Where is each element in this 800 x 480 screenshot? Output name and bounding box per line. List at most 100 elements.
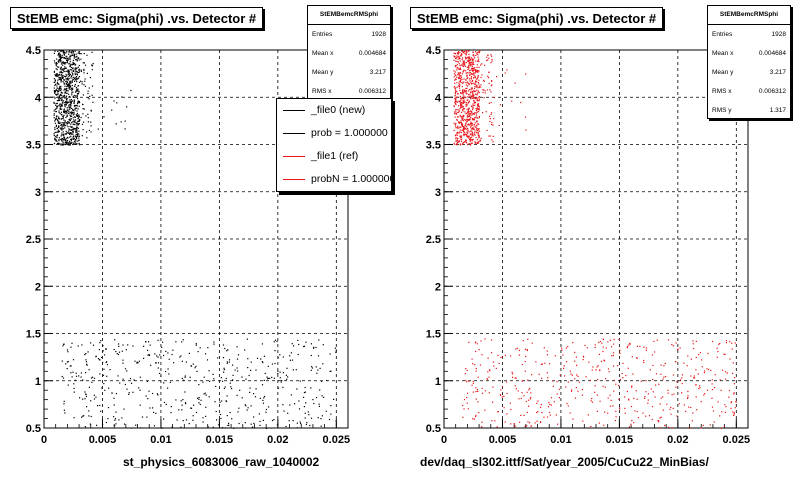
scatter-point — [462, 128, 464, 130]
scatter-point — [472, 418, 474, 420]
scatter-point — [62, 123, 64, 125]
scatter-point — [470, 78, 473, 80]
scatter-point — [121, 350, 123, 352]
scatter-point — [59, 58, 62, 61]
scatter-point — [152, 392, 154, 395]
scatter-point — [54, 74, 56, 76]
scatter-point — [226, 350, 228, 352]
scatter-point — [722, 369, 724, 371]
scatter-point — [615, 383, 617, 385]
scatter-point — [90, 109, 92, 111]
scatter-point — [462, 71, 464, 73]
scatter-point — [152, 407, 154, 409]
scatter-point — [472, 382, 474, 384]
scatter-point — [607, 341, 609, 343]
scatter-point — [62, 77, 64, 79]
scatter-point — [237, 354, 240, 356]
scatter-point — [491, 80, 493, 82]
scatter-point — [60, 99, 62, 101]
scatter-point — [471, 88, 473, 90]
scatter-point — [92, 101, 94, 103]
scatter-point — [597, 365, 599, 367]
x-tick-label: 0.025 — [323, 434, 351, 446]
scatter-point — [62, 377, 65, 379]
scatter-point — [476, 52, 478, 54]
scatter-point — [57, 121, 59, 123]
scatter-point — [90, 400, 92, 402]
scatter-point — [66, 349, 69, 351]
scatter-point — [76, 78, 78, 80]
scatter-point — [53, 114, 55, 116]
scatter-point — [477, 103, 480, 105]
scatter-point — [724, 404, 726, 406]
scatter-point — [477, 103, 479, 105]
scatter-point — [470, 143, 472, 145]
scatter-point — [465, 70, 467, 72]
scatter-point — [728, 396, 730, 398]
scatter-point — [476, 117, 478, 119]
scatter-point — [115, 423, 117, 425]
scatter-point — [67, 58, 69, 60]
scatter-point — [462, 100, 464, 102]
scatter-point — [453, 122, 455, 124]
scatter-point — [61, 104, 63, 106]
scatter-point — [475, 391, 477, 393]
scatter-point — [720, 389, 722, 391]
scatter-point — [466, 81, 468, 83]
scatter-point — [73, 102, 76, 104]
scatter-point — [228, 359, 231, 361]
scatter-point — [75, 91, 77, 93]
scatter-point — [60, 73, 63, 75]
scatter-point — [553, 401, 555, 403]
scatter-point — [60, 71, 63, 73]
scatter-point — [481, 63, 483, 65]
scatter-point — [473, 97, 475, 100]
scatter-point — [538, 373, 540, 375]
scatter-point — [491, 352, 493, 354]
scatter-point — [468, 108, 470, 110]
scatter-point — [478, 140, 480, 143]
scatter-point — [462, 117, 464, 119]
y-tick-label: 1 — [35, 376, 41, 388]
scatter-point — [454, 74, 456, 76]
scatter-point — [472, 106, 474, 108]
scatter-point — [571, 389, 573, 391]
scatter-point — [476, 114, 478, 116]
scatter-point — [463, 91, 465, 93]
stats-value: 0.004684 — [758, 50, 786, 57]
scatter-point — [660, 373, 662, 375]
scatter-point — [65, 132, 68, 134]
scatter-point — [89, 77, 91, 79]
scatter-point — [456, 119, 458, 121]
scatter-point — [73, 94, 75, 97]
scatter-point — [468, 60, 470, 62]
scatter-point — [511, 100, 513, 102]
scatter-point — [455, 57, 457, 59]
scatter-point — [478, 105, 480, 107]
scatter-point — [469, 72, 471, 74]
scatter-point — [458, 77, 460, 80]
scatter-point — [64, 104, 66, 106]
scatter-point — [587, 414, 589, 416]
scatter-point — [56, 115, 58, 117]
scatter-point — [645, 347, 647, 349]
scatter-point — [232, 364, 234, 366]
scatter-point — [86, 72, 88, 74]
scatter-point — [453, 55, 455, 57]
scatter-point — [57, 131, 59, 133]
scatter-point — [297, 353, 299, 356]
scatter-point — [464, 52, 466, 54]
scatter-point — [67, 136, 69, 138]
scatter-point — [717, 401, 719, 403]
scatter-point — [67, 112, 69, 114]
scatter-point — [472, 67, 474, 69]
scatter-point — [481, 74, 483, 76]
scatter-point — [472, 51, 474, 53]
scatter-point — [75, 56, 77, 58]
scatter-point — [262, 361, 264, 364]
scatter-point — [223, 367, 225, 369]
scatter-point — [733, 393, 735, 395]
scatter-point — [473, 59, 475, 61]
scatter-point — [79, 53, 81, 55]
scatter-point — [528, 389, 530, 391]
